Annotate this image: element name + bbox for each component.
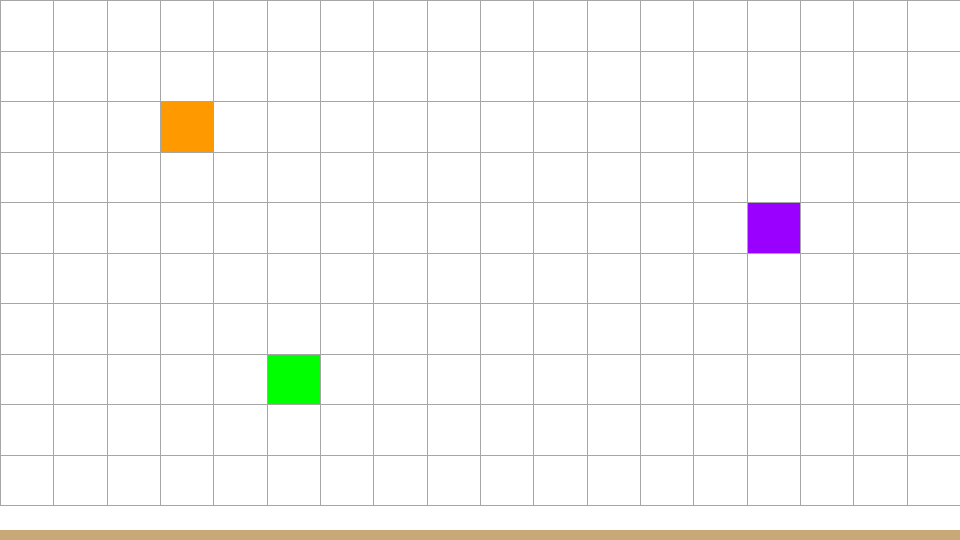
green-tile[interactable] [268, 355, 320, 404]
tiles-layer [161, 102, 800, 404]
orange-tile[interactable] [161, 102, 213, 152]
purple-tile[interactable] [748, 203, 800, 253]
bottom-bar [0, 530, 960, 540]
